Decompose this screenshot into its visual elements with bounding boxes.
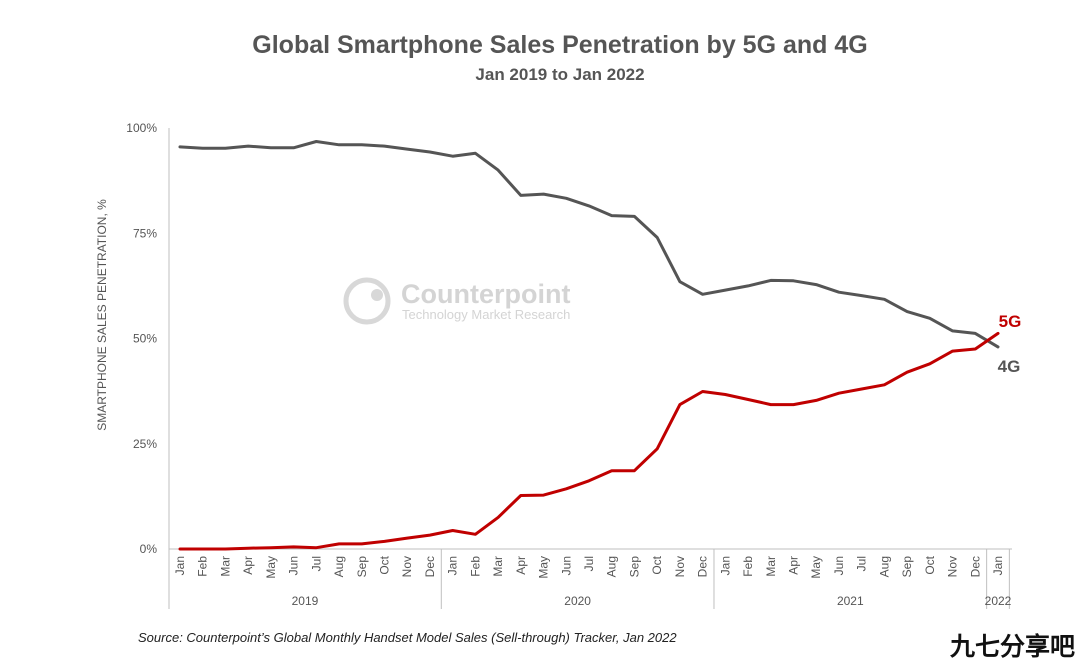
- watermark-tagline: Technology Market Research: [402, 307, 570, 322]
- y-tick-label: 50%: [133, 332, 157, 346]
- corner-watermark: 九七分享吧: [949, 632, 1075, 661]
- x-tick-label: Nov: [673, 556, 687, 577]
- x-tick-label: Sep: [355, 556, 369, 578]
- source-note: Source: Counterpoint’s Global Monthly Ha…: [138, 630, 677, 645]
- chart-subtitle: Jan 2019 to Jan 2022: [475, 65, 644, 84]
- series-line-5g: [178, 331, 1000, 551]
- counterpoint-logo-icon: [343, 277, 391, 325]
- year-label: 2021: [837, 594, 864, 608]
- y-axis-title: SMARTPHONE SALES PENETRATION, %: [95, 199, 109, 431]
- counterpoint-logo-dot: [371, 289, 383, 301]
- watermark-name: Counterpoint: [401, 279, 570, 309]
- x-tick-label: May: [264, 556, 278, 579]
- x-tick-label: Mar: [491, 556, 505, 577]
- x-tick-label: Aug: [605, 556, 619, 577]
- x-tick-label: Oct: [378, 555, 392, 574]
- x-tick-label: Feb: [468, 556, 482, 577]
- series-line-4g: [178, 140, 1000, 349]
- x-tick-label: Oct: [923, 555, 937, 574]
- year-label: 2020: [564, 594, 591, 608]
- x-tick-label: Mar: [218, 556, 232, 577]
- x-tick-label: Aug: [332, 556, 346, 577]
- x-tick-label: Jun: [559, 556, 573, 575]
- y-tick-label: 0%: [140, 542, 158, 556]
- x-tick-label: Nov: [400, 556, 414, 577]
- x-tick-label: May: [809, 556, 823, 579]
- series-label-5g: 5G: [999, 312, 1022, 331]
- x-tick-label: Dec: [968, 556, 982, 577]
- x-tick-label: Dec: [696, 556, 710, 577]
- y-tick-label: 25%: [133, 437, 157, 451]
- x-tick-label: Jun: [832, 556, 846, 575]
- x-tick-label: Apr: [514, 556, 528, 575]
- axis-layer: 0% 25% 50% 75% 100% Jan Feb Mar Apr May Jun Jul Aug S…: [126, 121, 1012, 609]
- x-tick-label: Feb: [196, 556, 210, 577]
- x-tick-label: Sep: [627, 556, 641, 578]
- x-tick-label: Feb: [741, 556, 755, 577]
- x-tick-label: Apr: [241, 556, 255, 575]
- x-tick-label: Jul: [309, 556, 323, 571]
- x-tick-label: Jul: [855, 556, 869, 571]
- year-label: 2022: [985, 594, 1012, 608]
- x-tick-label: Jan: [991, 556, 1005, 575]
- x-tick-label: Sep: [900, 556, 914, 578]
- y-tick-label: 100%: [126, 121, 157, 135]
- x-tick-label: Apr: [787, 556, 801, 575]
- x-tick-label: Jan: [718, 556, 732, 575]
- x-tick-label: Mar: [764, 556, 778, 577]
- counterpoint-watermark: Counterpoint Technology Market Research: [343, 277, 570, 325]
- x-tick-label: Aug: [877, 556, 891, 577]
- x-tick-label: May: [537, 556, 551, 579]
- y-tick-label: 75%: [133, 226, 157, 240]
- series-label-4g: 4G: [998, 357, 1021, 376]
- chart-title: Global Smartphone Sales Penetration by 5…: [252, 31, 867, 59]
- x-tick-label: Jul: [582, 556, 596, 571]
- year-label: 2019: [292, 594, 319, 608]
- series-layer: [178, 140, 1000, 551]
- x-tick-label: Oct: [650, 555, 664, 574]
- x-tick-label: Jan: [446, 556, 460, 575]
- x-tick-label: Nov: [946, 556, 960, 577]
- x-tick-label: Jan: [173, 556, 187, 575]
- x-tick-label: Jun: [287, 556, 301, 575]
- x-tick-label: Dec: [423, 556, 437, 577]
